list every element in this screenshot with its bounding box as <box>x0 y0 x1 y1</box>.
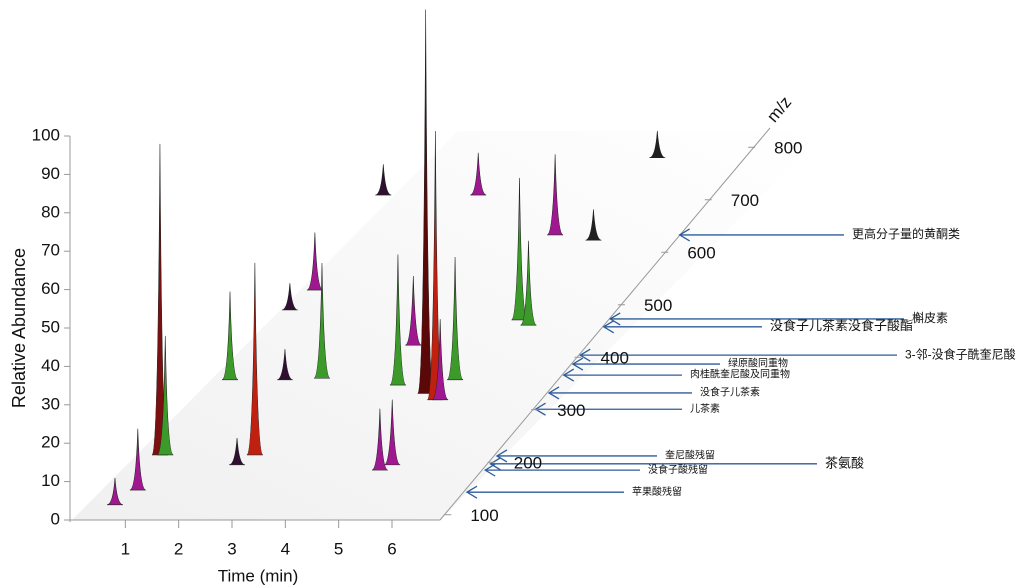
arrow-head <box>465 485 478 499</box>
peak <box>520 240 537 326</box>
peak <box>446 256 464 381</box>
arrow-head <box>571 357 584 371</box>
annotation-label: 更高分子量的黄酮类 <box>852 226 960 241</box>
y-axis-label: Relative Abundance <box>9 248 29 408</box>
annotation-label: 槲皮素 <box>912 311 948 325</box>
peak <box>470 152 487 196</box>
z-axis <box>439 127 771 521</box>
y-tick-label: 60 <box>41 279 60 298</box>
z-tick-label: 800 <box>774 139 802 158</box>
y-tick-label: 30 <box>41 394 60 413</box>
arrow-head <box>483 463 496 477</box>
x-tick-label: 3 <box>227 539 236 558</box>
x-axis-label: Time (min) <box>218 566 299 585</box>
peak <box>371 408 389 471</box>
peak <box>375 164 392 196</box>
annotation-label: 没食子酸残留 <box>648 463 708 476</box>
peak <box>432 319 449 401</box>
annotation-label: 苹果酸残留 <box>632 485 682 498</box>
x-tick-label: 4 <box>281 539 290 558</box>
peak <box>313 263 331 379</box>
peak <box>306 232 324 291</box>
peak <box>384 399 401 466</box>
peak <box>106 477 124 506</box>
x-tick-label: 2 <box>174 539 183 558</box>
y-tick-label: 20 <box>41 433 60 452</box>
x-tick-label: 5 <box>334 539 343 558</box>
z-tick-label: 500 <box>644 296 672 315</box>
peak <box>417 9 434 394</box>
arrow-head <box>534 402 546 416</box>
z-tick-label: 400 <box>601 349 629 368</box>
y-tick-label: 10 <box>41 471 60 490</box>
y-tick-label: 70 <box>41 241 60 260</box>
y-tick-label: 80 <box>41 202 60 221</box>
z-tick-label: 700 <box>731 191 759 210</box>
y-tick-label: 50 <box>41 317 60 336</box>
arrow-head <box>678 228 690 242</box>
peak <box>156 335 174 456</box>
peak <box>281 283 298 311</box>
arrow-head <box>579 348 591 362</box>
peak <box>246 262 264 456</box>
z-axis-label: m/z <box>763 93 795 126</box>
arrow-head <box>495 449 508 463</box>
peak <box>228 437 246 466</box>
arrow-head <box>489 457 501 471</box>
annotation-label: 肉桂酰奎尼酸及同重物 <box>690 368 790 381</box>
peak <box>405 276 422 346</box>
y-tick-label: 0 <box>51 509 60 528</box>
annotation-label: 绿原酸同重物 <box>728 357 788 370</box>
peak <box>129 428 146 491</box>
arrow-head <box>562 368 575 382</box>
peak <box>389 254 407 386</box>
peak <box>546 154 564 236</box>
x-tick-label: 6 <box>387 539 396 558</box>
peak <box>276 349 294 381</box>
arrow-head <box>602 320 615 334</box>
peak <box>585 209 602 241</box>
y-tick-label: 90 <box>41 164 60 183</box>
annotation-label: 儿茶素 <box>690 402 720 415</box>
peaks <box>106 9 666 506</box>
annotation-label: 奎尼酸残留 <box>665 449 715 462</box>
annotation-label: 没食子儿茶素没食子酸酯 <box>770 318 913 333</box>
arrow-head <box>608 312 621 326</box>
z-tick-label: 300 <box>557 401 585 420</box>
z-tick-label: 100 <box>470 506 498 525</box>
x-tick-label: 1 <box>121 539 130 558</box>
peak <box>221 291 239 381</box>
annotation-label: 茶氨酸 <box>825 455 864 470</box>
annotation-label: 3-邻-没食子酰奎尼酸 <box>905 346 1016 361</box>
floor <box>72 131 826 520</box>
y-tick-label: 100 <box>32 125 60 144</box>
peak <box>649 130 666 159</box>
y-tick-label: 40 <box>41 356 60 375</box>
annotation-label: 没食子儿茶素 <box>700 386 760 399</box>
arrow-head <box>547 386 560 400</box>
z-tick-label: 200 <box>514 454 542 473</box>
z-tick-label: 600 <box>687 244 715 263</box>
